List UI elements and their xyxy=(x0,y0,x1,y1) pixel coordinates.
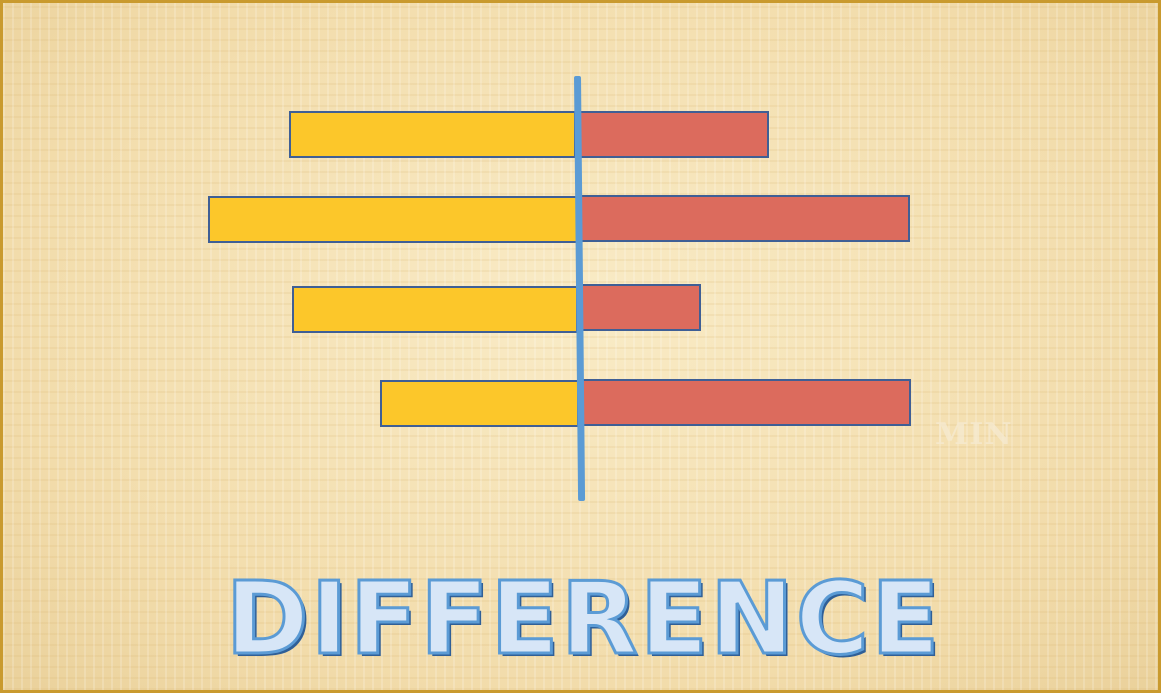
left-bar-2 xyxy=(208,196,578,243)
left-bar-4 xyxy=(380,380,579,427)
right-bar-2 xyxy=(576,195,910,242)
slide-title: DIFFERENCE xyxy=(224,560,942,677)
right-bar-4 xyxy=(577,379,911,426)
left-bar-1 xyxy=(289,111,576,158)
faint-watermark-text: MIN xyxy=(935,417,1013,452)
right-bar-3 xyxy=(576,284,701,331)
right-bar-1 xyxy=(574,111,769,158)
left-bar-3 xyxy=(292,286,578,333)
